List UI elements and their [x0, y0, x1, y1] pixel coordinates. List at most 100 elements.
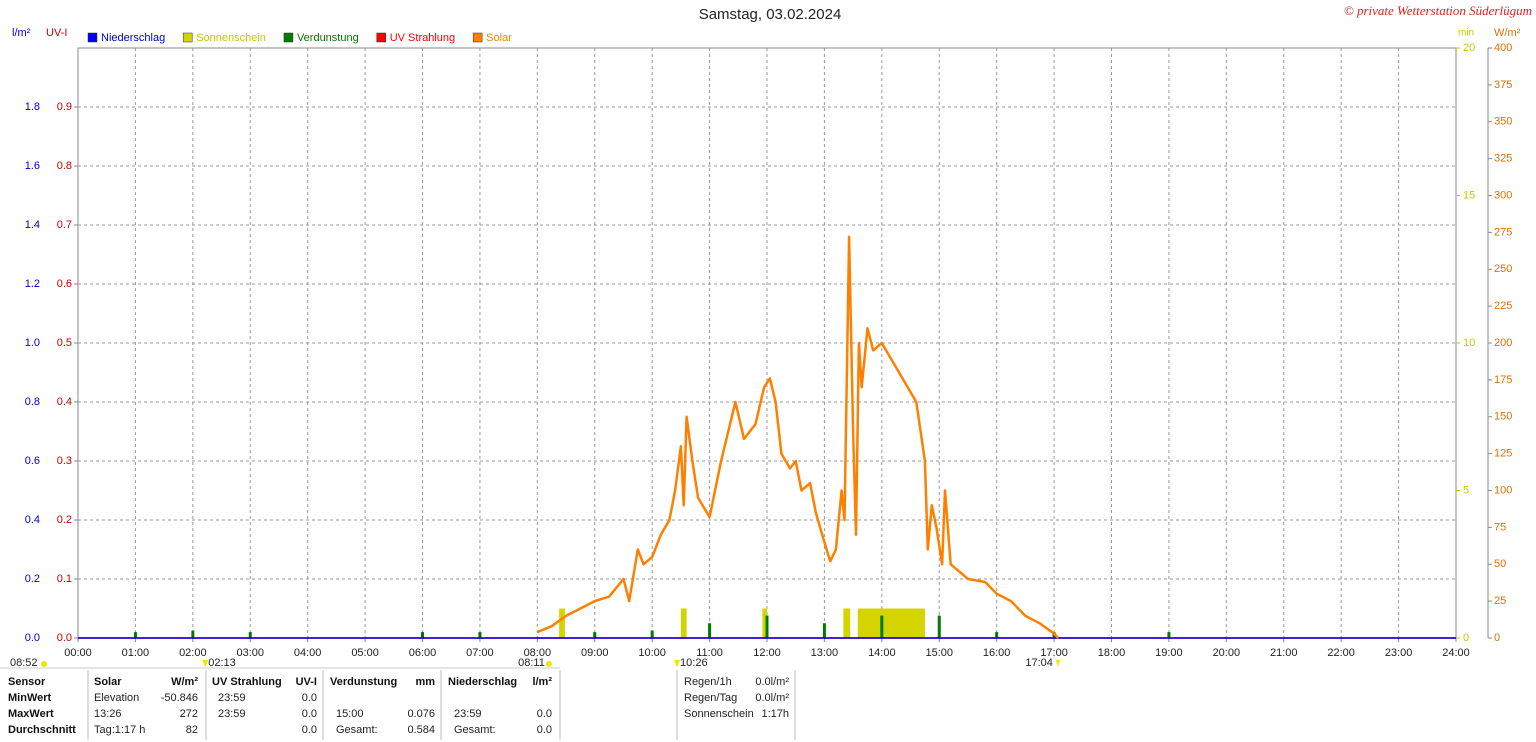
min-tick-label: 20	[1463, 42, 1475, 54]
uv-tick-label: 0.0	[57, 632, 72, 644]
uv-tick-label: 0.4	[57, 396, 72, 408]
solar-tick-label: 400	[1494, 42, 1512, 54]
row-label: MaxWert	[8, 708, 54, 720]
evaporation-bar	[880, 615, 884, 638]
legend-swatch	[182, 32, 193, 43]
legend-label: Solar	[486, 32, 512, 44]
x-tick-label: 13:00	[811, 647, 839, 659]
row-label: Sensor	[8, 676, 46, 688]
y-tick-label: 1.4	[25, 219, 40, 231]
solar-tick-label: 50	[1494, 558, 1506, 570]
x-tick-label: 05:00	[351, 647, 379, 659]
x-tick-label: 03:00	[236, 647, 264, 659]
y-tick-label: 0.0	[25, 632, 40, 644]
min-tick-label: 5	[1463, 484, 1469, 496]
uv-tick-label: 0.1	[57, 573, 72, 585]
evaporation-bar	[421, 632, 424, 638]
table-cell: 0.0	[302, 692, 317, 704]
solar-tick-label: 75	[1494, 521, 1506, 533]
table-cell: 23:59	[454, 708, 482, 720]
table-cell: Gesamt:	[336, 724, 378, 736]
solar-tick-label: 250	[1494, 263, 1512, 275]
legend-label: Niederschlag	[101, 32, 165, 44]
table-cell: 0.0	[302, 724, 317, 736]
y-tick-label: 1.0	[25, 337, 40, 349]
solar-tick-label: 175	[1494, 374, 1512, 386]
uv-tick-label: 0.3	[57, 455, 72, 467]
table-cell: 0.076	[407, 708, 435, 720]
x-tick-label: 23:00	[1385, 647, 1413, 659]
uv-tick-label: 0.5	[57, 337, 72, 349]
solar-tick-label: 200	[1494, 337, 1512, 349]
evaporation-bar	[937, 615, 941, 638]
x-tick-label: 00:00	[64, 647, 92, 659]
x-tick-label: 11:00	[696, 647, 723, 659]
evaporation-bar	[995, 632, 999, 638]
solar-axis-unit: W/m²	[1494, 27, 1521, 39]
annotation: 02:13	[208, 657, 236, 669]
sunshine-bar	[762, 608, 767, 638]
credit: © private Wetterstation Süderlügum	[1344, 3, 1532, 18]
solar-tick-label: 100	[1494, 484, 1512, 496]
table-cell: Elevation	[94, 692, 139, 704]
evaporation-bar	[248, 632, 252, 638]
x-tick-label: 08:00	[524, 647, 552, 659]
solar-tick-label: 25	[1494, 595, 1506, 607]
min-tick-label: 0	[1463, 632, 1469, 644]
table-cell: 13:26	[94, 708, 122, 720]
group-unit: UV-I	[296, 676, 317, 688]
table-cell: Gesamt:	[454, 724, 496, 736]
summary-label: Regen/1h	[684, 676, 732, 688]
evaporation-bar	[822, 623, 826, 638]
group-header: Solar	[94, 676, 122, 688]
solar-tick-label: 300	[1494, 189, 1512, 201]
min-tick-label: 15	[1463, 189, 1475, 201]
y-tick-label: 1.2	[25, 278, 40, 290]
group-header: UV Strahlung	[212, 676, 282, 688]
solar-tick-label: 350	[1494, 116, 1512, 128]
annotation: 08:11	[518, 657, 545, 669]
evaporation-bar	[765, 615, 769, 638]
solar-tick-label: 375	[1494, 79, 1512, 91]
evaporation-bar	[1167, 632, 1171, 638]
summary-value: 0.0l/m²	[755, 692, 789, 704]
summary-label: Regen/Tag	[684, 692, 737, 704]
table-cell: 272	[180, 708, 198, 720]
group-header: Verdunstung	[330, 676, 397, 688]
solar-tick-label: 225	[1494, 300, 1512, 312]
y-tick-label: 1.6	[25, 160, 40, 172]
sun-icon	[545, 661, 552, 667]
x-tick-label: 06:00	[409, 647, 437, 659]
evaporation-bar	[478, 632, 482, 638]
x-tick-label: 21:00	[1270, 647, 1298, 659]
x-tick-label: 02:00	[179, 647, 207, 659]
group-unit: l/m²	[532, 676, 552, 688]
legend-label: Sonnenschein	[196, 32, 266, 44]
x-tick-label: 20:00	[1213, 647, 1241, 659]
x-tick-label: 22:00	[1327, 647, 1355, 659]
x-tick-label: 16:00	[983, 647, 1011, 659]
marker-icon	[1055, 660, 1060, 667]
table-cell: 23:59	[218, 708, 246, 720]
uv-tick-label: 0.9	[57, 101, 72, 113]
legend-swatch	[87, 32, 98, 43]
y-axis-unit: l/m²	[12, 27, 31, 39]
solar-tick-label: 125	[1494, 448, 1512, 460]
uv-tick-label: 0.7	[57, 219, 72, 231]
series-line	[536, 235, 1060, 639]
table-cell: 0.0	[537, 708, 552, 720]
uv-tick-label: 0.6	[57, 278, 72, 290]
table-cell: 82	[186, 724, 198, 736]
x-tick-label: 12:00	[753, 647, 781, 659]
uv-tick-label: 0.8	[57, 160, 72, 172]
legend-swatch	[283, 32, 294, 43]
y-tick-label: 0.4	[25, 514, 40, 526]
annotation: 08:52	[10, 657, 38, 669]
marker-icon	[674, 660, 681, 667]
group-header: Niederschlag	[448, 676, 517, 688]
annotation: 10:26	[680, 657, 708, 669]
table-cell: 0.0	[302, 708, 317, 720]
y-tick-label: 0.8	[25, 396, 40, 408]
marker-icon	[202, 660, 209, 667]
table-cell: 23:59	[218, 692, 246, 704]
